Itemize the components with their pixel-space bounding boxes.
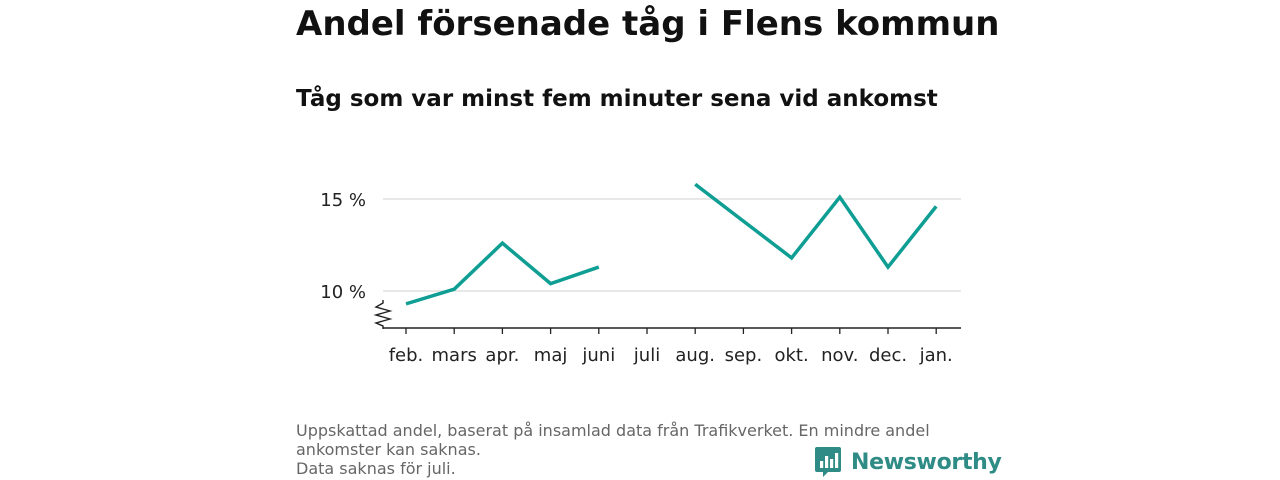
newsworthy-logo-icon [815,447,841,477]
footnote-missing-data: Data saknas för juli. [296,459,456,478]
x-tick-label: nov. [821,345,858,366]
gridlines [383,198,961,292]
x-tick-label: aug. [675,345,715,366]
x-tick-label: maj [534,345,568,366]
chart-title: Andel försenade tåg i Flens kommun [296,4,1000,44]
chart-subtitle: Tåg som var minst fem minuter sena vid a… [296,86,938,112]
axis-break-marker [373,300,393,329]
x-tick-label: juli [633,345,660,366]
series-layer [405,182,938,306]
footnote-source: Uppskattad andel, baserat på insamlad da… [296,421,930,459]
y-tick-label: 15 % [320,190,366,211]
newsworthy-logo: Newsworthy [814,446,1002,478]
series-line-segment [405,240,600,306]
x-tick-label: apr. [485,345,519,366]
x-tick-label: jan. [919,345,953,366]
axes: 10 % 15 % feb. mars apr. maj juni juli aug. sep. o… [320,190,961,366]
x-tick-label: dec. [869,345,907,366]
y-tick-label: 10 % [320,282,366,303]
x-tick-label: okt. [774,345,808,366]
x-tick-label: juni [581,345,615,366]
brand-name: Newsworthy [851,449,1002,475]
footnote: Uppskattad andel, baserat på insamlad da… [296,421,986,478]
x-tick-label: sep. [725,345,763,366]
x-tick-label: feb. [389,345,424,366]
series-line-segment [694,182,938,271]
x-tick-label: mars [432,345,477,366]
